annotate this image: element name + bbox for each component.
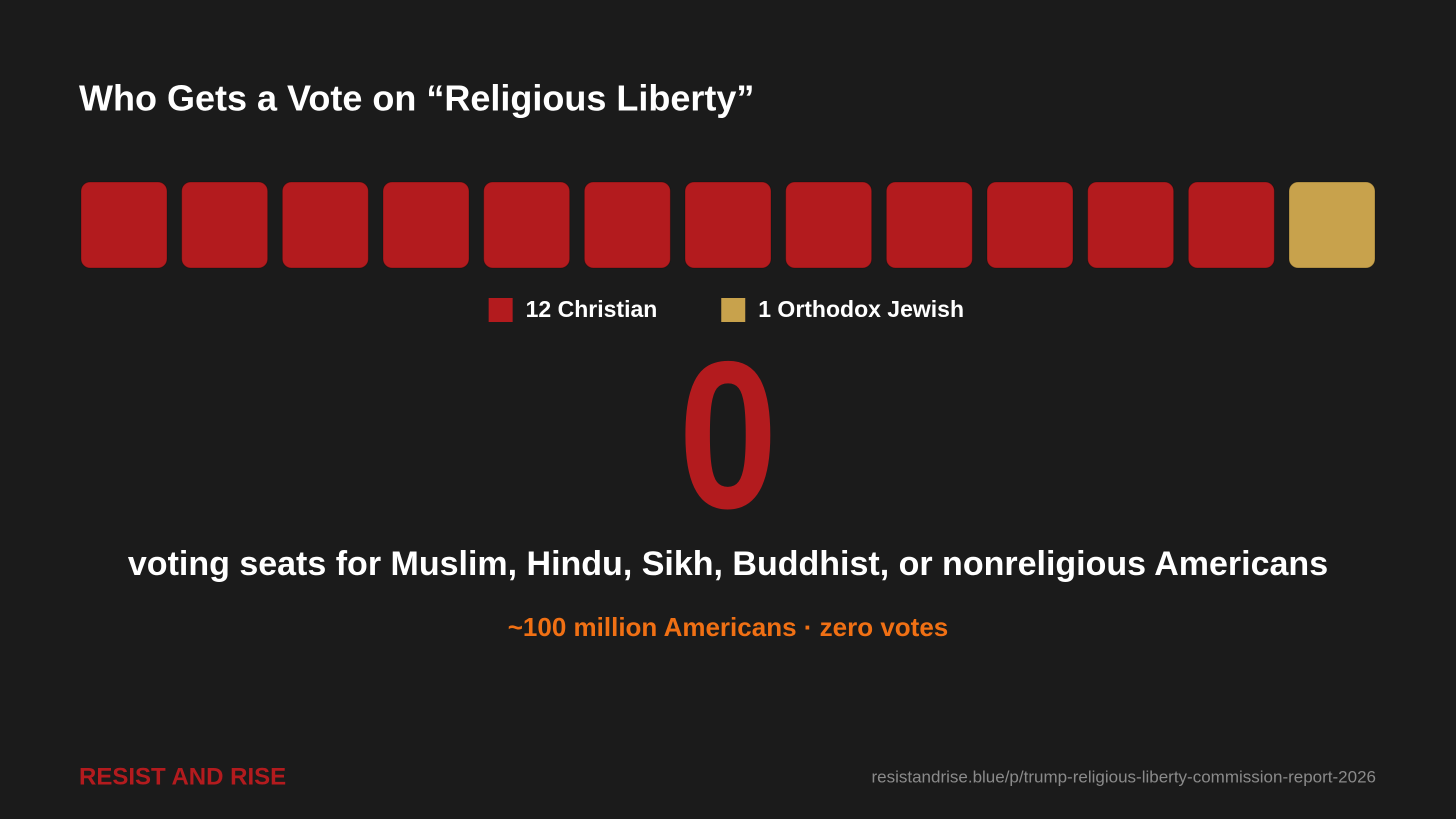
legend-swatch bbox=[721, 298, 746, 322]
legend-label: 12 Christian bbox=[526, 296, 658, 322]
subcaption: ~100 million Americans · zero votes bbox=[508, 612, 949, 642]
source-url: resistandrise.blue/p/trump-religious-lib… bbox=[871, 767, 1376, 786]
unit-square bbox=[785, 181, 873, 269]
unit-square bbox=[80, 181, 168, 269]
big-number: 0 bbox=[678, 319, 777, 553]
legend-swatch bbox=[488, 298, 513, 322]
chart-title: Who Gets a Vote on “Religious Liberty” bbox=[79, 78, 754, 119]
unit-square bbox=[1187, 181, 1275, 269]
unit-square bbox=[583, 181, 671, 269]
unit-square bbox=[181, 181, 269, 269]
unit-square bbox=[885, 181, 973, 269]
unit-square bbox=[684, 181, 772, 269]
unit-square bbox=[483, 181, 571, 269]
unit-square bbox=[986, 181, 1074, 269]
unit-square bbox=[1288, 181, 1376, 269]
brand: RESIST AND RISE bbox=[79, 763, 286, 790]
unit-square bbox=[1087, 181, 1175, 269]
unit-square bbox=[281, 181, 369, 269]
unit-square bbox=[382, 181, 470, 269]
legend-label: 1 Orthodox Jewish bbox=[758, 296, 964, 322]
caption: voting seats for Muslim, Hindu, Sikh, Bu… bbox=[128, 545, 1328, 583]
